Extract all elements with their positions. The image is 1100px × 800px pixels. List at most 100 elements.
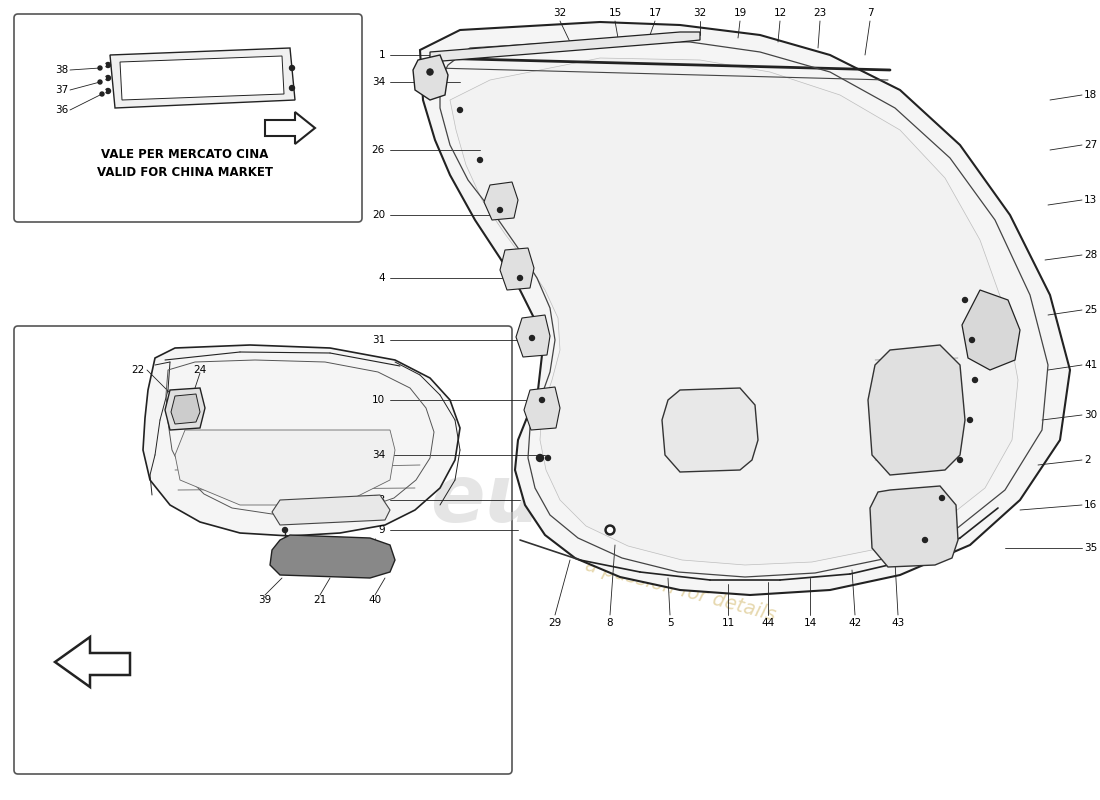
Text: 32: 32	[553, 8, 566, 18]
Polygon shape	[430, 32, 700, 62]
FancyBboxPatch shape	[14, 14, 362, 222]
Polygon shape	[450, 58, 1018, 565]
Text: 38: 38	[55, 65, 68, 75]
Polygon shape	[165, 388, 205, 430]
Circle shape	[957, 458, 962, 462]
Text: 1: 1	[378, 50, 385, 60]
Circle shape	[529, 335, 535, 341]
Text: 4: 4	[378, 273, 385, 283]
Circle shape	[477, 158, 483, 162]
Text: 2: 2	[1084, 455, 1090, 465]
Text: 32: 32	[693, 8, 706, 18]
Circle shape	[539, 398, 544, 402]
Text: 9: 9	[378, 525, 385, 535]
Circle shape	[972, 378, 978, 382]
Text: 25: 25	[1084, 305, 1098, 315]
Text: 12: 12	[773, 8, 786, 18]
Circle shape	[98, 66, 102, 70]
Text: a passion for details: a passion for details	[583, 555, 778, 625]
Text: 39: 39	[258, 595, 272, 605]
Circle shape	[458, 107, 462, 113]
Text: 43: 43	[891, 618, 904, 628]
Polygon shape	[175, 430, 395, 505]
Text: 29: 29	[549, 618, 562, 628]
Text: 8: 8	[607, 618, 614, 628]
Polygon shape	[272, 495, 390, 525]
Polygon shape	[55, 637, 130, 687]
Text: 18: 18	[1084, 90, 1098, 100]
Text: 30: 30	[1084, 410, 1097, 420]
Polygon shape	[962, 290, 1020, 370]
Text: 31: 31	[372, 335, 385, 345]
Text: VALE PER MERCATO CINA: VALE PER MERCATO CINA	[101, 149, 268, 162]
Circle shape	[546, 455, 550, 461]
Polygon shape	[868, 345, 965, 475]
Circle shape	[102, 64, 106, 66]
Circle shape	[427, 69, 433, 75]
Polygon shape	[120, 56, 284, 100]
Circle shape	[939, 495, 945, 501]
Circle shape	[283, 527, 287, 533]
Circle shape	[289, 66, 295, 70]
Text: 11: 11	[722, 618, 735, 628]
Polygon shape	[270, 535, 395, 578]
Circle shape	[98, 80, 102, 84]
Text: 7: 7	[867, 8, 873, 18]
Text: 15: 15	[608, 8, 622, 18]
Polygon shape	[516, 315, 550, 357]
Polygon shape	[484, 182, 518, 220]
Text: 36: 36	[55, 105, 68, 115]
Text: 40: 40	[368, 595, 382, 605]
Text: euromotive: euromotive	[430, 461, 949, 539]
Text: 16: 16	[1084, 500, 1098, 510]
Circle shape	[106, 75, 110, 81]
Text: 34: 34	[372, 450, 385, 460]
FancyBboxPatch shape	[14, 326, 512, 774]
Circle shape	[607, 527, 613, 533]
Text: 41: 41	[1084, 360, 1098, 370]
Polygon shape	[110, 48, 295, 108]
Text: 27: 27	[1084, 140, 1098, 150]
Text: 28: 28	[1084, 250, 1098, 260]
Polygon shape	[265, 112, 315, 144]
Text: 20: 20	[372, 210, 385, 220]
Text: 14: 14	[803, 618, 816, 628]
Polygon shape	[170, 394, 200, 424]
Text: 24: 24	[194, 365, 207, 375]
Text: 34: 34	[372, 77, 385, 87]
Polygon shape	[420, 22, 1070, 595]
Text: 42: 42	[848, 618, 861, 628]
Circle shape	[106, 89, 110, 94]
Polygon shape	[662, 388, 758, 472]
Text: 17: 17	[648, 8, 661, 18]
Text: 19: 19	[734, 8, 747, 18]
Circle shape	[497, 207, 503, 213]
Polygon shape	[500, 248, 534, 290]
Circle shape	[968, 418, 972, 422]
Circle shape	[605, 525, 615, 535]
Circle shape	[289, 86, 295, 90]
Text: 33: 33	[372, 495, 385, 505]
Circle shape	[102, 77, 106, 79]
Text: 44: 44	[761, 618, 774, 628]
Polygon shape	[143, 345, 460, 536]
Text: 10: 10	[372, 395, 385, 405]
Text: 5: 5	[667, 618, 673, 628]
Text: 26: 26	[372, 145, 385, 155]
Circle shape	[102, 90, 106, 92]
Circle shape	[428, 70, 432, 74]
Polygon shape	[412, 55, 448, 100]
Circle shape	[100, 92, 104, 96]
Text: 21: 21	[314, 595, 327, 605]
Circle shape	[969, 338, 975, 342]
Circle shape	[106, 62, 110, 67]
Text: VALID FOR CHINA MARKET: VALID FOR CHINA MARKET	[97, 166, 273, 178]
Text: 35: 35	[1084, 543, 1098, 553]
Circle shape	[517, 275, 522, 281]
Text: 22: 22	[132, 365, 145, 375]
Circle shape	[962, 298, 968, 302]
Text: 37: 37	[55, 85, 68, 95]
Polygon shape	[524, 387, 560, 430]
Text: 23: 23	[813, 8, 826, 18]
Text: 13: 13	[1084, 195, 1098, 205]
